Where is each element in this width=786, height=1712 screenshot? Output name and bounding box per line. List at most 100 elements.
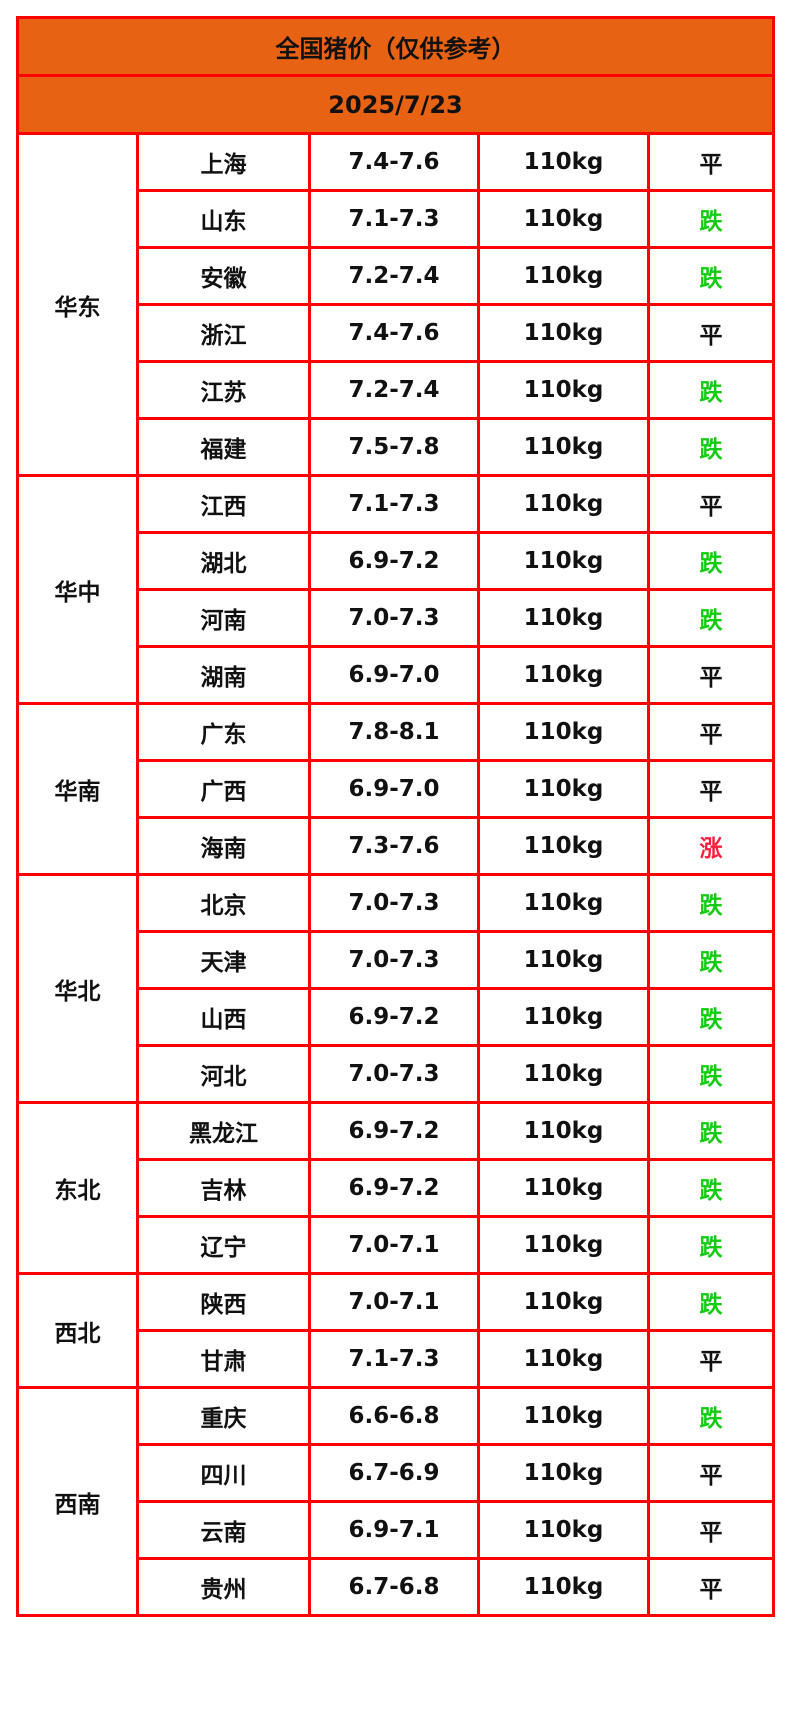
table-date: 2025/7/23 — [15, 74, 776, 135]
price-cell: 6.9-7.0 — [308, 759, 480, 819]
table-row: 华东 上海 7.4-7.6 110kg 平 — [16, 132, 776, 477]
table-row: 华北 北京 7.0-7.3 110kg 跌 — [16, 873, 776, 1104]
province-cell: 湖南 — [136, 645, 311, 705]
table-row: 安徽 7.2-7.4 110kg 跌 — [18, 246, 776, 306]
weight-cell: 110kg — [477, 246, 650, 306]
trend-cell: 跌 — [646, 417, 776, 477]
price-cell: 7.3-7.6 — [308, 816, 480, 876]
table-row: 东北 黑龙江 6.9-7.2 110kg 跌 — [16, 1101, 776, 1275]
trend-cell: 跌 — [646, 531, 776, 591]
table-row: 吉林 6.9-7.2 110kg 跌 — [18, 1158, 776, 1218]
province-cell: 海南 — [136, 816, 311, 876]
weight-cell: 110kg — [477, 759, 650, 819]
trend-cell: 平 — [646, 1557, 776, 1617]
price-cell: 7.4-7.6 — [308, 132, 480, 192]
province-cell: 广东 — [136, 702, 311, 762]
region-cell: 华南 — [16, 702, 139, 876]
title-row: 全国猪价（仅供参考） — [15, 16, 776, 77]
province-cell: 陕西 — [136, 1272, 311, 1332]
province-cell: 辽宁 — [136, 1215, 311, 1275]
trend-cell: 跌 — [646, 189, 776, 249]
province-cell: 福建 — [136, 417, 311, 477]
trend-cell: 涨 — [646, 816, 776, 876]
price-cell: 6.6-6.8 — [308, 1386, 480, 1446]
price-cell: 6.9-7.2 — [308, 1158, 480, 1218]
price-cell: 7.2-7.4 — [308, 246, 480, 306]
weight-cell: 110kg — [477, 531, 650, 591]
price-cell: 6.9-7.2 — [308, 531, 480, 591]
price-cell: 6.7-6.9 — [308, 1443, 480, 1503]
weight-cell: 110kg — [477, 1272, 650, 1332]
pig-price-table: 全国猪价（仅供参考） 2025/7/23 华东 上海 7.4-7.6 110kg 平山东… — [15, 16, 776, 1617]
price-cell: 6.9-7.0 — [308, 645, 480, 705]
trend-cell: 跌 — [646, 1044, 776, 1104]
weight-cell: 110kg — [477, 360, 650, 420]
price-cell: 7.4-7.6 — [308, 303, 480, 363]
weight-cell: 110kg — [477, 873, 650, 933]
date-row: 2025/7/23 — [15, 74, 776, 135]
trend-cell: 跌 — [646, 360, 776, 420]
weight-cell: 110kg — [477, 474, 650, 534]
weight-cell: 110kg — [477, 1101, 650, 1161]
table-row: 贵州 6.7-6.8 110kg 平 — [18, 1557, 776, 1617]
trend-cell: 平 — [646, 1443, 776, 1503]
trend-cell: 平 — [646, 1329, 776, 1389]
price-cell: 7.1-7.3 — [308, 474, 480, 534]
trend-cell: 跌 — [646, 930, 776, 990]
province-cell: 天津 — [136, 930, 311, 990]
province-cell: 浙江 — [136, 303, 311, 363]
trend-cell: 跌 — [646, 1215, 776, 1275]
trend-cell: 跌 — [646, 1158, 776, 1218]
province-cell: 广西 — [136, 759, 311, 819]
weight-cell: 110kg — [477, 987, 650, 1047]
price-cell: 6.7-6.8 — [308, 1557, 480, 1617]
weight-cell: 110kg — [477, 132, 650, 192]
province-cell: 北京 — [136, 873, 311, 933]
province-cell: 山东 — [136, 189, 311, 249]
province-cell: 湖北 — [136, 531, 311, 591]
table-row: 湖北 6.9-7.2 110kg 跌 — [18, 531, 776, 591]
province-cell: 河北 — [136, 1044, 311, 1104]
price-cell: 7.1-7.3 — [308, 189, 480, 249]
weight-cell: 110kg — [477, 1158, 650, 1218]
price-cell: 7.0-7.3 — [308, 930, 480, 990]
table-row: 河南 7.0-7.3 110kg 跌 — [18, 588, 776, 648]
table-row: 辽宁 7.0-7.1 110kg 跌 — [18, 1215, 776, 1275]
price-cell: 7.0-7.1 — [308, 1215, 480, 1275]
province-cell: 四川 — [136, 1443, 311, 1503]
table-row: 河北 7.0-7.3 110kg 跌 — [18, 1044, 776, 1104]
table-row: 福建 7.5-7.8 110kg 跌 — [18, 417, 776, 477]
trend-cell: 跌 — [646, 873, 776, 933]
province-cell: 甘肃 — [136, 1329, 311, 1389]
province-cell: 黑龙江 — [136, 1101, 311, 1161]
table-row: 山西 6.9-7.2 110kg 跌 — [18, 987, 776, 1047]
trend-cell: 跌 — [646, 246, 776, 306]
weight-cell: 110kg — [477, 303, 650, 363]
weight-cell: 110kg — [477, 1500, 650, 1560]
region-cell: 东北 — [16, 1101, 139, 1275]
price-cell: 6.9-7.2 — [308, 987, 480, 1047]
weight-cell: 110kg — [477, 930, 650, 990]
province-cell: 上海 — [136, 132, 311, 192]
weight-cell: 110kg — [477, 1557, 650, 1617]
price-cell: 7.1-7.3 — [308, 1329, 480, 1389]
weight-cell: 110kg — [477, 702, 650, 762]
weight-cell: 110kg — [477, 1443, 650, 1503]
region-cell: 华东 — [16, 132, 139, 477]
trend-cell: 跌 — [646, 1272, 776, 1332]
table-row: 云南 6.9-7.1 110kg 平 — [18, 1500, 776, 1560]
price-cell: 6.9-7.2 — [308, 1101, 480, 1161]
table-row: 西北 陕西 7.0-7.1 110kg 跌 — [16, 1272, 776, 1389]
price-cell: 7.2-7.4 — [308, 360, 480, 420]
weight-cell: 110kg — [477, 1044, 650, 1104]
weight-cell: 110kg — [477, 645, 650, 705]
trend-cell: 平 — [646, 645, 776, 705]
region-cell: 华中 — [16, 474, 139, 705]
weight-cell: 110kg — [477, 1329, 650, 1389]
trend-cell: 平 — [646, 759, 776, 819]
province-cell: 安徽 — [136, 246, 311, 306]
weight-cell: 110kg — [477, 588, 650, 648]
trend-cell: 平 — [646, 702, 776, 762]
province-cell: 江苏 — [136, 360, 311, 420]
table-row: 四川 6.7-6.9 110kg 平 — [18, 1443, 776, 1503]
